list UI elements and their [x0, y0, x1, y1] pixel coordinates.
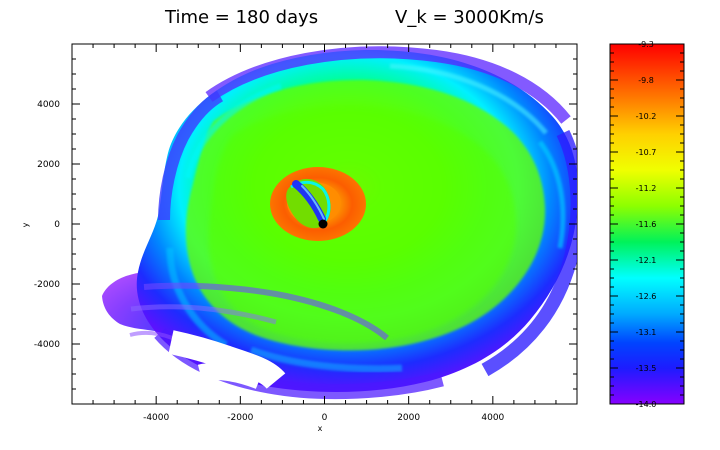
cyan-arc-top-right — [389, 63, 548, 135]
colorbar-label: -10.7 — [636, 148, 657, 157]
y-tick-label: -4000 — [34, 340, 60, 350]
inner-green-halo — [208, 105, 517, 344]
x-tick-label: 0 — [322, 413, 328, 423]
colorbar-label: -11.6 — [636, 220, 657, 229]
x-tick-label: 2000 — [397, 413, 420, 423]
left-tail-streak-lower — [130, 304, 277, 325]
colorbar-label: -12.1 — [636, 256, 657, 265]
cyan-arc-upper-left — [185, 83, 283, 179]
colorbar-label: -10.2 — [636, 112, 657, 121]
cyan-arc-right — [538, 140, 566, 249]
central-light-channel — [301, 185, 325, 220]
colorbar-label: -14.0 — [636, 400, 657, 409]
colorbar-label: -12.6 — [636, 292, 657, 301]
y-tick-label: 0 — [54, 220, 60, 230]
lower-white-gap — [197, 362, 263, 389]
outer-blue-rim-top — [205, 46, 571, 124]
colorbar-label: -13.5 — [636, 364, 657, 373]
colorbar — [609, 43, 685, 405]
central-compact-object — [318, 219, 328, 229]
left-tail-streak — [143, 282, 389, 341]
outer-blue-rim-left — [158, 90, 224, 221]
x-tick-label: 4000 — [481, 413, 504, 423]
time-label: Time = 180 days — [164, 7, 318, 28]
x-axis: -4000 -2000 0 2000 4000 — [71, 44, 578, 423]
y-tick-label: 2000 — [37, 160, 60, 170]
central-cyan-ridge — [290, 180, 331, 222]
cyan-arc-lower-left — [166, 247, 228, 348]
x-tick-label: -2000 — [227, 413, 253, 423]
colorbar-label: -9.8 — [638, 76, 654, 85]
tail-white-gap — [168, 330, 286, 390]
central-blue-channel — [292, 180, 326, 223]
cyan-arc-bottom — [249, 346, 403, 373]
x-axis-label: x — [318, 424, 323, 433]
y-tick-label: 4000 — [37, 100, 60, 110]
x-tick-label: -4000 — [143, 413, 169, 423]
y-tick-label: -2000 — [34, 280, 60, 290]
colorbar-label: -9.3 — [638, 40, 654, 49]
colorbar-label: -11.2 — [636, 184, 657, 193]
colorbar-label: -13.1 — [636, 328, 657, 337]
outer-blue-rim-right — [481, 129, 577, 377]
y-axis-label: y — [21, 222, 30, 227]
colorbar-ticks: -9.3 -9.8 -10.2 -10.7 -11.2 -11.6 -12.1 -12.6 -1… — [610, 40, 684, 409]
velocity-label: V_k = 3000Km/s — [395, 7, 544, 28]
y-axis: 4000 2000 0 -2000 -4000 — [34, 43, 577, 405]
